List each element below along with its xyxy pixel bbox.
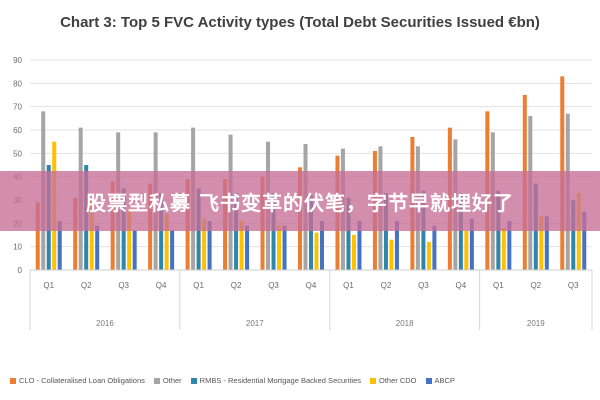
x-tick-label: Q2 <box>231 281 242 290</box>
bar <box>539 216 544 270</box>
y-tick-label: 80 <box>13 79 22 88</box>
bar <box>320 221 324 270</box>
bar <box>544 216 549 270</box>
x-tick-label: Q2 <box>530 281 541 290</box>
y-tick-label: 0 <box>18 266 23 275</box>
bar <box>432 225 437 270</box>
bar <box>202 218 207 270</box>
chart-title: Chart 3: Top 5 FVC Activity types (Total… <box>60 14 540 31</box>
bar <box>282 225 287 270</box>
legend-item: Other <box>153 376 182 385</box>
x-tick-label: Q4 <box>156 281 167 290</box>
y-tick-label: 70 <box>13 103 22 112</box>
bar <box>458 193 463 270</box>
bar <box>95 225 100 270</box>
bar <box>127 209 132 270</box>
bar <box>426 242 431 270</box>
year-label: 2019 <box>527 319 545 328</box>
bar <box>507 221 512 270</box>
legend-swatch <box>153 377 160 384</box>
legend-item: RMBS - Residential Mortgage Backed Secur… <box>190 376 361 385</box>
bar <box>309 195 313 270</box>
bar <box>89 197 94 270</box>
bar <box>314 232 319 270</box>
bar <box>239 221 244 270</box>
x-tick-label: Q2 <box>81 281 92 290</box>
x-tick-label: Q1 <box>43 281 54 290</box>
legend-item: Other CDO <box>370 376 417 385</box>
x-tick-label: Q1 <box>193 281 204 290</box>
legend-item: ABCP <box>425 376 455 385</box>
bar <box>351 235 356 270</box>
bar <box>159 193 164 270</box>
watermark-text: 股票型私募 飞书变革的伏笔，字节早就埋好了 <box>86 190 514 215</box>
legend-item: CLO - Collateralised Loan Obligations <box>10 376 145 385</box>
watermark-banner: 股票型私募 飞书变革的伏笔，字节早就埋好了 <box>0 171 600 231</box>
bar <box>501 228 506 270</box>
bar <box>389 239 394 270</box>
legend-swatch <box>190 377 197 384</box>
x-tick-label: Q3 <box>418 281 429 290</box>
bar <box>234 193 239 270</box>
year-label: 2018 <box>396 319 414 328</box>
bar <box>35 202 40 270</box>
legend-label: Other CDO <box>379 376 417 385</box>
bar <box>469 218 474 270</box>
legend-swatch <box>370 377 376 384</box>
bar <box>277 225 282 270</box>
x-tick-label: Q1 <box>493 281 504 290</box>
x-tick-label: Q4 <box>306 281 317 290</box>
x-tick-label: Q4 <box>456 281 467 290</box>
legend-label: Other <box>162 376 182 385</box>
year-label: 2016 <box>96 319 114 328</box>
legend-swatch <box>425 377 432 384</box>
legend-label: ABCP <box>434 376 455 385</box>
legend-label: CLO - Collateralised Loan Obligations <box>19 376 145 385</box>
y-tick-label: 50 <box>13 149 22 158</box>
y-tick-label: 90 <box>13 56 22 65</box>
y-tick-label: 10 <box>13 243 22 252</box>
bar <box>57 221 62 270</box>
bar <box>394 221 399 270</box>
x-tick-label: Q3 <box>568 281 579 290</box>
bar <box>271 193 276 270</box>
bar <box>132 230 137 270</box>
bar <box>571 200 576 270</box>
x-tick-label: Q1 <box>343 281 354 290</box>
bar <box>383 193 388 270</box>
bar <box>346 197 351 270</box>
bar <box>170 230 175 270</box>
bar <box>207 221 212 270</box>
bar <box>73 197 78 270</box>
y-axis: 0102030405060708090 <box>13 56 22 275</box>
bar <box>582 211 587 270</box>
bar <box>357 221 362 270</box>
legend: CLO - Collateralised Loan Obligations Oth… <box>10 376 600 385</box>
y-tick-label: 60 <box>13 126 22 135</box>
bar <box>245 225 250 270</box>
x-axis: Q1 Q2 Q3 Q4 Q1 Q2 Q3 Q4 Q1 Q2 Q3 Q4 Q1 Q2 Q3 2016 2017 20… <box>29 269 593 330</box>
bar <box>464 230 469 270</box>
x-tick-label: Q2 <box>381 281 392 290</box>
bar <box>576 193 581 270</box>
legend-swatch <box>10 377 16 384</box>
x-tick-label: Q3 <box>118 281 129 290</box>
year-label: 2017 <box>246 319 264 328</box>
x-tick-label: Q3 <box>268 281 279 290</box>
bar <box>164 214 169 270</box>
legend-label: RMBS - Residential Mortgage Backed Secur… <box>199 376 361 385</box>
